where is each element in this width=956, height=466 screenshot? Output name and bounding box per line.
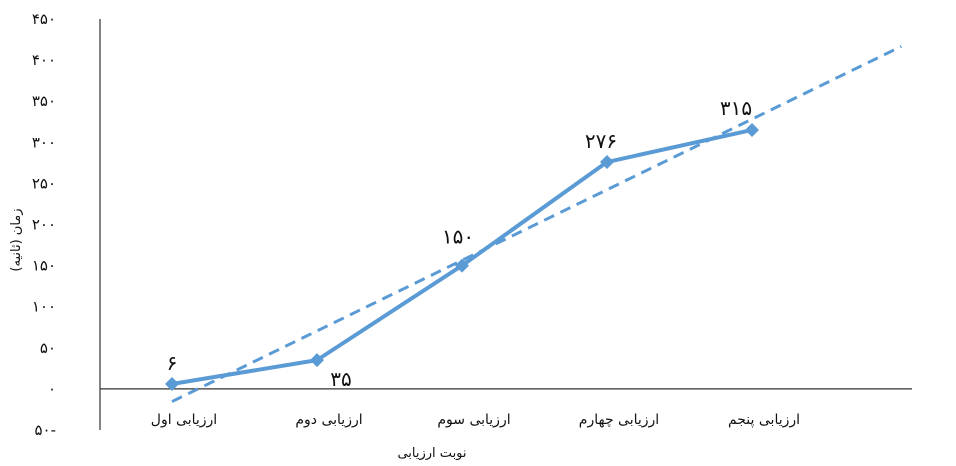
data-point [310,353,324,368]
x-tick-label: ارزیابی چهارم [579,412,659,428]
series-polyline [171,128,753,386]
x-tick-labels: ارزیابی اول ارزیابی دوم ارزیابی سوم ارزیابی… [151,412,800,428]
x-axis-title: نوبت ارزیابی [397,446,466,461]
data-label: ۶ [167,351,178,375]
data-point [600,155,614,170]
data-label: ۳۵ [330,367,351,391]
data-point [165,376,179,391]
data-label: ۳۱۵ [720,96,752,120]
data-point [455,258,469,273]
y-tick-label: ۲۵۰ [32,174,56,192]
trendline-segment [171,45,903,403]
y-tick-label: ۰ [48,380,56,398]
series-line [171,128,753,386]
y-tick-label: ۵۰- [34,421,56,439]
y-tick-label: ۴۰۰ [32,51,56,69]
data-label: ۱۵۰ [442,225,474,249]
data-labels: ۶ ۳۵ ۱۵۰ ۲۷۶ ۳۱۵ [167,96,752,391]
y-tick-label: ۵۰ [40,339,56,357]
y-tick-labels: ۵۰- ۰ ۵۰ ۱۰۰ ۱۵۰ ۲۰۰ ۲۵۰ ۳۰۰ ۳۵۰ ۴۰۰ ۴۵۰ [32,10,56,439]
y-tick-label: ۳۰۰ [32,133,56,151]
x-tick-label: ارزیابی پنجم [728,412,800,428]
y-tick-label: ۲۰۰ [32,216,56,234]
y-tick-label: ۳۵۰ [32,92,56,110]
data-point [745,122,759,137]
trendline [171,45,903,403]
y-axis-title: زمان (ثانیه) [9,208,24,271]
y-tick-label: ۴۵۰ [32,10,56,28]
data-label: ۲۷۶ [585,129,617,153]
x-tick-label: ارزیابی اول [151,412,217,428]
series-markers [165,122,759,391]
x-tick-label: ارزیابی سوم [437,412,510,428]
x-tick-label: ارزیابی دوم [295,412,362,428]
y-tick-label: ۱۰۰ [32,298,56,316]
y-tick-label: ۱۵۰ [32,257,56,275]
